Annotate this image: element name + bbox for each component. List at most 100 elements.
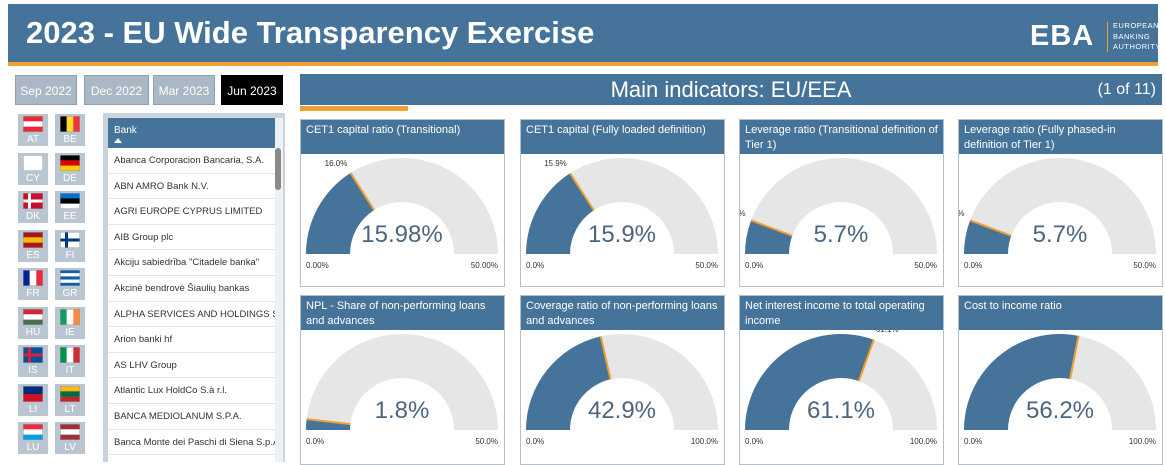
gauge-target-label: 61.1% bbox=[876, 330, 899, 334]
gauge-value: 15.98% bbox=[361, 221, 442, 248]
flag-stripe bbox=[60, 429, 80, 435]
gauge-target bbox=[1069, 335, 1080, 380]
gauge-value: 56.2% bbox=[1026, 397, 1094, 424]
flag-border bbox=[23, 385, 43, 402]
flag-icon bbox=[60, 385, 80, 402]
flag-stripe bbox=[66, 347, 74, 363]
header-title: 2023 - EU Wide Transparency Exercise bbox=[26, 15, 595, 50]
bank-item[interactable]: AS LHV Group bbox=[108, 353, 275, 379]
flag-border bbox=[60, 154, 80, 171]
gauge-target bbox=[306, 418, 351, 426]
logo: EBA bbox=[1030, 20, 1095, 52]
period-button[interactable]: Dec 2022 bbox=[84, 75, 149, 105]
flag-icon bbox=[60, 308, 80, 325]
bank-item[interactable]: ABN AMRO Bank N.V. bbox=[108, 174, 275, 200]
flag-stripe bbox=[23, 385, 43, 394]
country-button[interactable]: FR bbox=[18, 268, 48, 300]
main-title: Main indicators: EU/EEA bbox=[610, 77, 852, 102]
country-button[interactable]: CY bbox=[18, 152, 48, 185]
flag-stripe bbox=[23, 393, 43, 402]
flag-stripe bbox=[60, 116, 67, 132]
country-code: IT bbox=[65, 365, 75, 376]
country-button[interactable]: FI bbox=[55, 229, 85, 262]
gauge-card: CET1 capital (Fully loaded definition) 15… bbox=[520, 119, 725, 287]
gauge-max-label: 50.0% bbox=[914, 261, 937, 270]
bank-item[interactable]: Akcinė bendrovė Šiaulių bankas bbox=[108, 276, 275, 302]
flag-icon bbox=[60, 116, 80, 132]
period-button[interactable]: Mar 2023 bbox=[153, 75, 215, 105]
country-button[interactable]: DE bbox=[55, 152, 85, 185]
bank-item[interactable]: Abanca Corporacion Bancaria, S.A. bbox=[108, 148, 275, 174]
country-button[interactable]: LT bbox=[55, 383, 85, 416]
country-button[interactable]: BE bbox=[55, 114, 85, 146]
logo-line: AUTHORITY bbox=[1113, 42, 1161, 51]
country-button[interactable]: DK bbox=[18, 191, 48, 223]
country-button[interactable]: AT bbox=[18, 114, 48, 146]
bank-item[interactable]: BANCA MEDIOLANUM S.P.A. bbox=[108, 404, 275, 430]
flag-icon bbox=[23, 270, 43, 286]
flag-stripe bbox=[60, 193, 80, 199]
country-button[interactable]: LI bbox=[18, 383, 48, 416]
gauge: 15.9% 15.9% 0.0% 50.0% bbox=[526, 158, 718, 270]
flag-border bbox=[60, 193, 80, 209]
gauge-target-label: 15.9% bbox=[544, 159, 567, 168]
gauge: 56.2%56.2%0.0%100.0% bbox=[964, 334, 1156, 446]
flag-border bbox=[60, 347, 80, 363]
gauge: 1.8%1.8%0.0%50.0% bbox=[306, 334, 498, 446]
flag-stripe bbox=[73, 347, 80, 363]
period-button[interactable]: Jun 2023 bbox=[221, 75, 283, 105]
bank-item[interactable]: ALPHA SERVICES AND HOLDINGS S.A bbox=[108, 302, 275, 328]
country-button[interactable]: IS bbox=[18, 345, 48, 377]
flag-stripe bbox=[23, 126, 43, 132]
gauge-target bbox=[599, 336, 612, 380]
gauge-min-label: 0.0% bbox=[964, 437, 982, 446]
scrollbar-thumb[interactable] bbox=[275, 148, 281, 190]
country-code: LI bbox=[28, 403, 38, 415]
bank-item[interactable]: Akciju sabiedrība "Citadele banka" bbox=[108, 250, 275, 276]
gauge-min-label: 0.0% bbox=[526, 261, 544, 270]
gauge-target-label: 5.7% bbox=[959, 209, 964, 218]
flag-stripe bbox=[66, 308, 74, 325]
country-button[interactable]: HU bbox=[18, 306, 48, 339]
flag-border bbox=[60, 385, 80, 402]
gauge-target bbox=[969, 219, 1012, 237]
flag-stripe bbox=[23, 242, 43, 248]
gauge-card: Net interest income to total operating i… bbox=[739, 295, 944, 465]
gauge-min-label: 0.0% bbox=[526, 437, 544, 446]
country-button[interactable]: LV bbox=[55, 422, 85, 454]
bank-item[interactable]: AGRI EUROPE CYPRUS LIMITED bbox=[108, 199, 275, 225]
flag-icon bbox=[23, 385, 43, 402]
country-button[interactable]: GR bbox=[55, 268, 85, 300]
bank-item[interactable]: Banca Monte dei Paschi di Siena S.p.A bbox=[108, 430, 275, 456]
page-indicator: (1 of 11) bbox=[1097, 81, 1156, 98]
country-button[interactable]: IE bbox=[55, 306, 85, 339]
country-button[interactable]: EE bbox=[55, 191, 85, 223]
gauge-title: Leverage ratio (Fully phased-in definiti… bbox=[959, 120, 1162, 154]
country-button[interactable]: ES bbox=[18, 229, 48, 262]
period-button[interactable]: Sep 2022 bbox=[15, 75, 77, 105]
country-button[interactable]: IT bbox=[55, 345, 85, 377]
bank-item[interactable]: Atlantic Lux HoldCo S.à r.l. bbox=[108, 378, 275, 404]
bank-item[interactable]: Arion banki hf bbox=[108, 327, 275, 353]
flag-border bbox=[23, 347, 43, 363]
gauge-card: Coverage ratio of non-performing loans a… bbox=[520, 295, 725, 465]
country-button[interactable]: LU bbox=[18, 422, 48, 454]
flag-stripe bbox=[60, 308, 67, 325]
flag-stripe bbox=[23, 434, 43, 440]
flag-icon bbox=[60, 347, 80, 363]
gauge-title: Net interest income to total operating i… bbox=[740, 296, 943, 330]
gauge-max-label: 50.00% bbox=[471, 261, 498, 270]
gauge-title: CET1 capital (Fully loaded definition) bbox=[521, 120, 724, 154]
gauge-min-label: 0.00% bbox=[306, 261, 329, 270]
flag-stripe bbox=[60, 276, 80, 280]
bank-list-header[interactable]: Bank bbox=[108, 118, 275, 148]
gauge-max-label: 50.0% bbox=[695, 261, 718, 270]
flag-icon bbox=[60, 193, 80, 209]
header-accent bbox=[8, 62, 1158, 66]
gauge: 42.9% 42.9% 0.0% 100.0% bbox=[526, 330, 718, 446]
gauge-target bbox=[349, 172, 375, 211]
flag-icon bbox=[23, 193, 43, 209]
bank-item[interactable]: AIB Group plc bbox=[108, 225, 275, 251]
gauge-max-label: 100.0% bbox=[1129, 437, 1156, 446]
